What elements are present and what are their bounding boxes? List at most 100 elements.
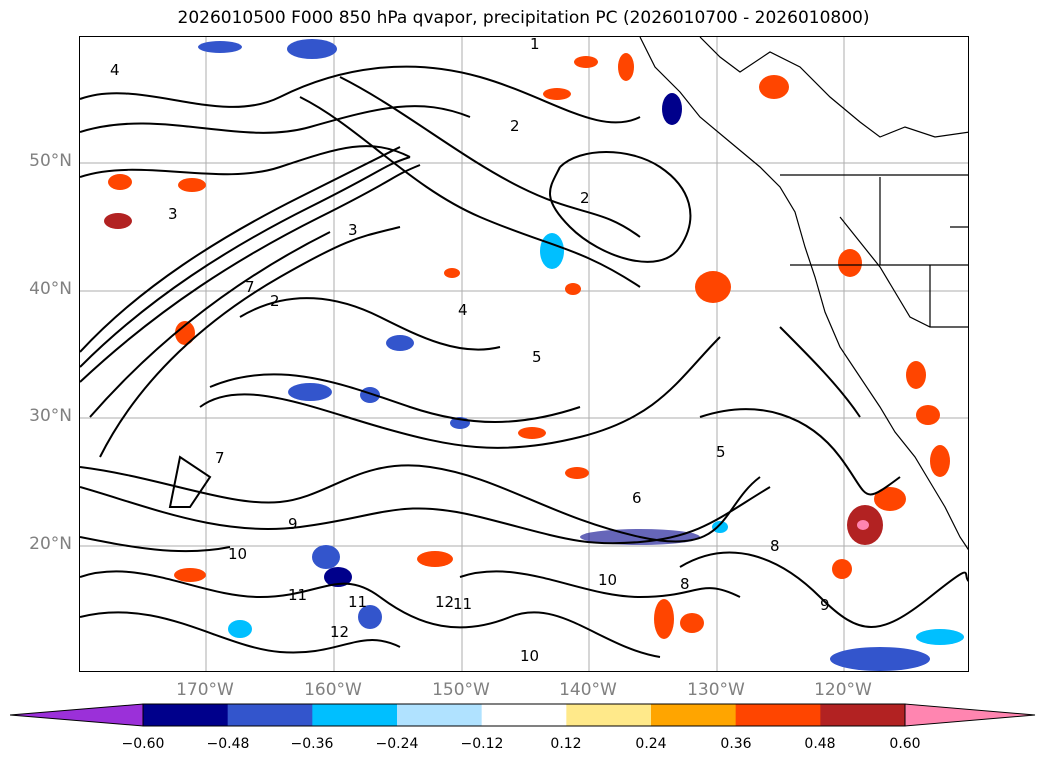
map-panel: 1 2 2 2 3 3 4 4 5 5 6 7 7 8 8 9 9 10 10 … bbox=[79, 36, 969, 672]
colorbar-tick: 0.60 bbox=[889, 736, 921, 752]
map-title: 2026010500 F000 850 hPa qvapor, precipit… bbox=[177, 8, 870, 28]
colorbar-extend-low bbox=[10, 704, 143, 726]
colorbar-tick: −0.48 bbox=[206, 736, 250, 752]
precip-patch bbox=[228, 620, 252, 638]
contour-label: 11 bbox=[348, 593, 367, 611]
precip-patch bbox=[358, 605, 382, 629]
precip-patch bbox=[565, 467, 589, 479]
precip-patch bbox=[680, 613, 704, 633]
lat-label-20n: 20°N bbox=[29, 534, 72, 554]
precip-patch bbox=[874, 487, 906, 511]
contour-label: 3 bbox=[168, 205, 178, 223]
contour-label: 12 bbox=[330, 623, 349, 641]
colorbar-extend-high bbox=[905, 704, 1035, 726]
lat-label-30n: 30°N bbox=[29, 406, 72, 426]
contour-label: 8 bbox=[770, 537, 780, 555]
precip-patch bbox=[618, 53, 634, 81]
colorbar bbox=[9, 703, 1037, 733]
contour-label: 1 bbox=[530, 37, 540, 53]
map-svg: 1 2 2 2 3 3 4 4 5 5 6 7 7 8 8 9 9 10 10 … bbox=[80, 37, 968, 671]
precip-patch bbox=[386, 335, 414, 351]
contour-label: 10 bbox=[228, 545, 247, 563]
contour-label: 12 bbox=[435, 593, 454, 611]
precip-patch bbox=[518, 427, 546, 439]
contour-label: 10 bbox=[520, 647, 539, 665]
colorbar-segment bbox=[820, 704, 906, 726]
contour-label: 2 bbox=[270, 292, 280, 310]
contour-label-group: 1 2 2 2 3 3 4 4 5 5 6 7 7 8 8 9 9 10 10 … bbox=[110, 37, 830, 665]
lon-label-160w: 160°W bbox=[304, 680, 362, 700]
precip-patch bbox=[695, 271, 731, 303]
colorbar-tick: 0.24 bbox=[635, 736, 667, 752]
contour-label: 2 bbox=[510, 117, 520, 135]
precip-patch bbox=[930, 445, 950, 477]
precip-patch bbox=[324, 567, 352, 587]
contour-label: 5 bbox=[532, 348, 542, 366]
qvapor-contours bbox=[80, 65, 968, 658]
colorbar-tick: 0.36 bbox=[720, 736, 752, 752]
colorbar-tick: 0.48 bbox=[804, 736, 836, 752]
precip-patch bbox=[654, 599, 674, 639]
colorbar-tick: −0.60 bbox=[121, 736, 165, 752]
lon-label-120w: 120°W bbox=[814, 680, 872, 700]
precip-patch bbox=[108, 174, 132, 190]
contour-label: 2 bbox=[580, 189, 590, 207]
contour-label: 3 bbox=[348, 221, 358, 239]
precip-patch bbox=[198, 41, 242, 53]
lon-label-130w: 130°W bbox=[687, 680, 745, 700]
contour-label: 10 bbox=[598, 571, 617, 589]
precip-patch bbox=[312, 545, 340, 569]
precip-patch bbox=[417, 551, 453, 567]
precip-patch bbox=[565, 283, 581, 295]
precip-patch bbox=[759, 75, 789, 99]
precip-patch bbox=[444, 268, 460, 278]
colorbar-segment bbox=[397, 704, 483, 726]
lon-label-150w: 150°W bbox=[432, 680, 490, 700]
colorbar-segment bbox=[312, 704, 398, 726]
precip-patch bbox=[662, 93, 682, 125]
lon-label-140w: 140°W bbox=[559, 680, 617, 700]
precip-patch bbox=[174, 568, 206, 582]
precip-patch bbox=[543, 88, 571, 100]
colorbar-segment bbox=[651, 704, 737, 726]
colorbar-segment bbox=[735, 704, 821, 726]
precip-patch bbox=[916, 629, 964, 645]
colorbar-tick: −0.12 bbox=[460, 736, 504, 752]
contour-label: 4 bbox=[110, 61, 120, 79]
contour-label: 8 bbox=[680, 575, 690, 593]
lat-label-40n: 40°N bbox=[29, 279, 72, 299]
contour-label: 6 bbox=[632, 489, 642, 507]
precip-patch bbox=[857, 520, 869, 530]
lat-label-50n: 50°N bbox=[29, 151, 72, 171]
colorbar-tick: 0.12 bbox=[550, 736, 582, 752]
precip-patch bbox=[540, 233, 564, 269]
contour-label: 4 bbox=[458, 301, 468, 319]
contour-label: 9 bbox=[820, 596, 830, 614]
coastline bbox=[639, 37, 968, 551]
precip-patch bbox=[574, 56, 598, 68]
precip-patch bbox=[104, 213, 132, 229]
colorbar-segment bbox=[143, 704, 229, 726]
precip-patch bbox=[832, 559, 852, 579]
contour-label: 7 bbox=[245, 278, 255, 296]
contour-label: 9 bbox=[288, 515, 298, 533]
contour-label: 11 bbox=[453, 595, 472, 613]
colorbar-segment bbox=[566, 704, 652, 726]
contour-label: 5 bbox=[716, 443, 726, 461]
precip-patch bbox=[830, 647, 930, 671]
precip-patch bbox=[906, 361, 926, 389]
contour-label: 11 bbox=[288, 586, 307, 604]
precip-patch bbox=[287, 39, 337, 59]
colorbar-segment bbox=[227, 704, 313, 726]
precip-patch bbox=[712, 521, 728, 533]
colorbar-segment bbox=[481, 704, 567, 726]
colorbar-tick: −0.24 bbox=[375, 736, 419, 752]
precip-patch bbox=[838, 249, 862, 277]
precip-patch bbox=[288, 383, 332, 401]
contour-label: 7 bbox=[215, 449, 225, 467]
precip-patch bbox=[175, 321, 195, 345]
lon-label-170w: 170°W bbox=[176, 680, 234, 700]
colorbar-svg bbox=[9, 703, 1036, 727]
precip-patch bbox=[178, 178, 206, 192]
colorbar-tick: −0.36 bbox=[290, 736, 334, 752]
